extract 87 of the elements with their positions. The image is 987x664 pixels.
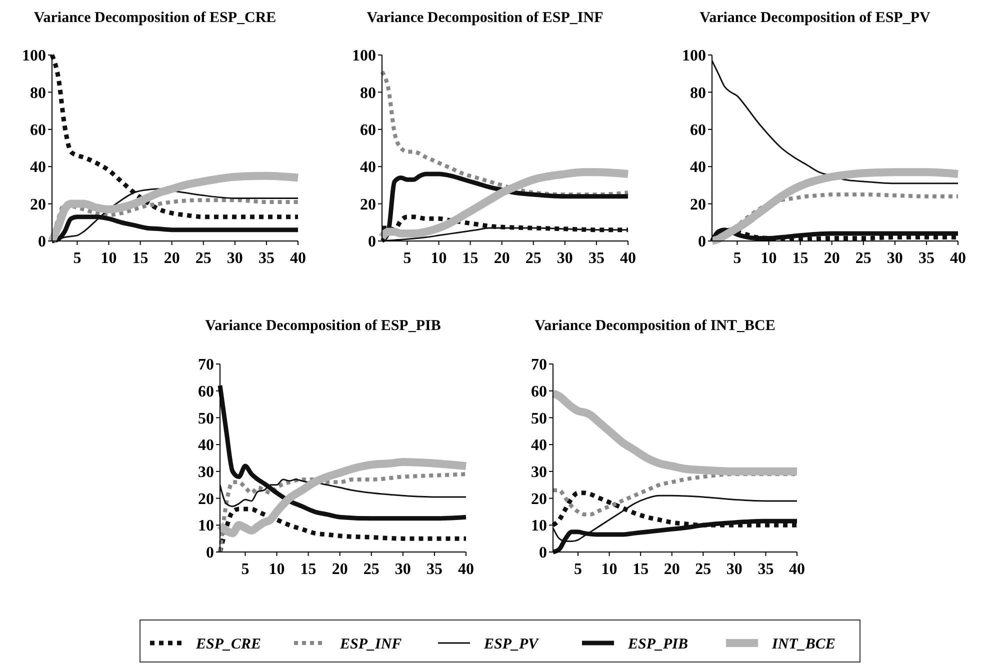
y-tick-label: 20 <box>690 196 706 214</box>
legend-label: INT_BCE <box>771 636 836 652</box>
y-tick-label: 0 <box>698 234 706 251</box>
y-tick-label: 60 <box>531 383 547 400</box>
y-tick-label: 40 <box>531 437 547 454</box>
y-tick-label: 100 <box>352 48 376 65</box>
x-tick-label: 35 <box>426 561 442 578</box>
chart-title: Variance Decomposition of ESP_PIB <box>205 318 441 334</box>
x-tick-label: 5 <box>574 561 582 578</box>
y-tick-label: 40 <box>690 159 706 176</box>
legend-label: ESP_CRE <box>195 636 262 652</box>
x-tick-label: 15 <box>132 250 148 267</box>
y-tick-label: 0 <box>368 234 376 251</box>
y-tick-label: 100 <box>682 48 706 65</box>
x-tick-label: 40 <box>290 250 306 267</box>
y-tick-label: 80 <box>360 84 376 102</box>
y-tick-label: 0 <box>206 544 214 562</box>
line-series <box>711 60 959 184</box>
chart-title: Variance Decomposition of INT_BCE <box>534 318 776 334</box>
y-tick-label: 50 <box>198 410 214 428</box>
x-tick-label: 25 <box>363 561 380 578</box>
x-tick-label: 40 <box>950 250 966 267</box>
line-series <box>218 383 468 521</box>
y-tick-label: 10 <box>198 518 214 535</box>
chart-title: Variance Decomposition of ESP_INF <box>366 10 604 26</box>
line-series <box>380 70 630 196</box>
x-tick-label: 15 <box>632 561 649 578</box>
x-tick-label: 20 <box>332 561 348 578</box>
x-tick-label: 15 <box>462 250 478 267</box>
x-tick-label: 35 <box>918 250 934 267</box>
y-tick-label: 10 <box>531 518 547 535</box>
x-tick-label: 40 <box>789 561 805 578</box>
x-tick-label: 10 <box>100 250 117 267</box>
x-tick-label: 35 <box>758 561 774 578</box>
y-tick-label: 60 <box>690 122 706 139</box>
chart-title: Variance Decomposition of ESP_PV <box>700 10 931 26</box>
y-tick-label: 20 <box>360 196 376 214</box>
x-tick-label: 10 <box>268 561 285 578</box>
legend-label: ESP_PIB <box>627 636 688 652</box>
y-tick-label: 80 <box>690 84 706 102</box>
legend-label: ESP_PV <box>483 636 540 652</box>
y-tick-label: 80 <box>30 84 46 102</box>
x-tick-label: 25 <box>195 250 212 267</box>
x-tick-label: 15 <box>300 561 316 578</box>
y-tick-label: 0 <box>38 234 46 251</box>
x-tick-label: 5 <box>73 250 82 267</box>
y-tick-label: 70 <box>198 356 214 374</box>
y-tick-label: 40 <box>360 159 376 176</box>
x-tick-label: 40 <box>620 250 636 267</box>
x-tick-label: 30 <box>394 561 411 578</box>
legend-label: ESP_INF <box>339 636 402 652</box>
y-tick-label: 60 <box>360 122 376 139</box>
y-tick-label: 20 <box>198 490 214 508</box>
x-tick-label: 35 <box>588 250 604 267</box>
x-tick-label: 5 <box>733 250 742 267</box>
x-tick-label: 25 <box>695 561 712 578</box>
x-tick-label: 30 <box>886 250 903 267</box>
x-tick-label: 20 <box>664 561 680 578</box>
chart-title: Variance Decomposition of ESP_CRE <box>34 10 276 26</box>
y-tick-label: 40 <box>198 437 214 454</box>
x-tick-label: 25 <box>855 250 872 267</box>
y-tick-label: 20 <box>30 196 46 214</box>
y-tick-label: 0 <box>539 544 547 562</box>
x-tick-label: 35 <box>258 250 274 267</box>
x-tick-label: 5 <box>241 561 250 578</box>
y-tick-label: 20 <box>531 490 547 508</box>
y-tick-label: 30 <box>198 464 214 482</box>
y-tick-label: 30 <box>531 464 547 482</box>
y-tick-label: 60 <box>30 122 46 139</box>
y-tick-label: 70 <box>531 356 547 374</box>
x-tick-label: 20 <box>494 250 510 267</box>
x-tick-label: 30 <box>226 250 243 267</box>
x-tick-label: 10 <box>760 250 777 267</box>
y-tick-label: 40 <box>30 159 46 176</box>
y-tick-label: 100 <box>22 48 46 65</box>
x-tick-label: 15 <box>792 250 808 267</box>
x-tick-label: 30 <box>556 250 573 267</box>
x-tick-label: 10 <box>601 561 618 578</box>
y-tick-label: 60 <box>198 383 214 400</box>
x-tick-label: 30 <box>726 561 742 578</box>
x-tick-label: 25 <box>525 250 542 267</box>
x-tick-label: 10 <box>430 250 447 267</box>
x-tick-label: 20 <box>164 250 180 267</box>
y-tick-label: 50 <box>531 410 547 428</box>
x-tick-label: 5 <box>403 250 412 267</box>
x-tick-label: 20 <box>824 250 840 267</box>
x-tick-label: 40 <box>458 561 474 578</box>
